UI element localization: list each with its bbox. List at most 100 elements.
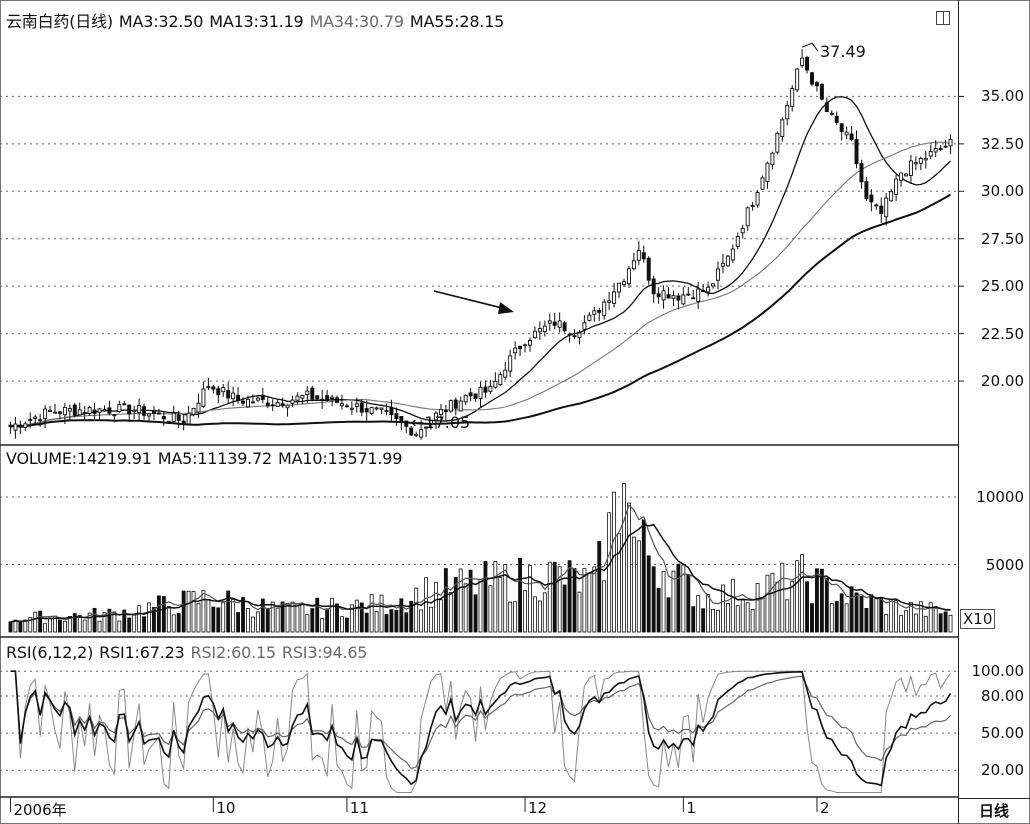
volume-bar [369, 594, 374, 633]
candle-body [186, 412, 191, 425]
candle [265, 397, 270, 409]
candle-body [770, 152, 775, 166]
candle-body [409, 427, 414, 436]
volume-bar [394, 609, 399, 633]
candle-body [82, 412, 87, 415]
candle-body [92, 409, 97, 414]
stock-name-label: 云南白药(日线) [6, 12, 113, 31]
candle-body [686, 293, 691, 296]
candle [245, 395, 250, 409]
volume-bar [795, 560, 800, 633]
volume-bar [315, 597, 320, 633]
candle [592, 307, 597, 322]
candle [908, 154, 913, 184]
volume-bar [38, 610, 43, 633]
volume-bar [236, 612, 240, 633]
candle-body [429, 420, 434, 424]
candle [147, 413, 151, 422]
period-corner-label[interactable]: 日线 [958, 798, 1030, 824]
candle [8, 421, 13, 434]
candle [641, 245, 646, 263]
volume-bar [275, 607, 280, 633]
volume-bar [676, 563, 681, 633]
candle-body [696, 288, 701, 303]
candle-body [879, 205, 884, 215]
candle-body [488, 385, 493, 392]
candle [429, 420, 434, 430]
volume-ma10-line [10, 523, 951, 623]
candle-body [201, 388, 206, 408]
volume-bar [815, 568, 819, 633]
volume-bar [231, 599, 236, 633]
candle [161, 411, 166, 426]
volume-bar [612, 491, 617, 633]
candle-body [810, 72, 814, 85]
candle-body [725, 255, 730, 267]
candle-body [389, 407, 394, 416]
volume-bar [117, 620, 122, 633]
candle-body [829, 112, 834, 115]
candle-body [899, 172, 904, 181]
candle [805, 55, 810, 74]
breakout-arrow-icon [433, 290, 511, 311]
volume-bar [626, 502, 631, 633]
candle [844, 126, 849, 139]
volume-moving-averages [10, 503, 951, 623]
candle-body [552, 321, 557, 326]
price-tick-label: 27.50 [981, 229, 1024, 248]
volume-bar [943, 611, 948, 633]
x-tick-label: 1 [686, 799, 696, 817]
volume-bar [711, 608, 715, 633]
volume-bar [770, 572, 775, 633]
candle [631, 252, 636, 271]
volume-bar [122, 609, 127, 633]
candle [918, 156, 923, 171]
candle-body [305, 390, 310, 396]
volume-bar [819, 568, 824, 633]
volume-bar [409, 600, 414, 633]
volume-bar [290, 601, 295, 633]
candle-body [676, 295, 681, 301]
candle-body [77, 409, 82, 416]
candle-body [300, 395, 305, 399]
candle-body [661, 290, 666, 301]
ma13-label: MA13:31.19 [209, 12, 304, 31]
candle-body [745, 207, 750, 227]
rsi-lines [10, 670, 952, 793]
candle [226, 382, 231, 403]
candle-body [13, 423, 18, 431]
candle-body [621, 281, 626, 286]
candle-body [102, 409, 107, 412]
volume-bar [918, 601, 923, 633]
candle-body [755, 191, 760, 206]
volume-bar [913, 613, 918, 633]
candle [166, 420, 171, 423]
candle-body [602, 301, 607, 317]
candle [765, 161, 770, 189]
candle-body [295, 395, 300, 401]
candle-body [646, 257, 651, 281]
candle [349, 401, 354, 415]
candle [315, 395, 320, 401]
volume-bar [636, 540, 641, 633]
volume-bar [354, 599, 359, 633]
candle [137, 398, 142, 421]
volume-bar [829, 603, 834, 633]
volume-bar [310, 608, 315, 633]
volume-bar [349, 604, 354, 633]
volume-bar [721, 584, 725, 633]
candle-body [913, 162, 918, 165]
candle-body [191, 407, 196, 415]
candle [493, 372, 498, 389]
candle-body [364, 408, 369, 413]
candle [508, 349, 513, 378]
candle-body [597, 309, 602, 313]
ma55-label: MA55:28.15 [409, 12, 505, 31]
candle-body [805, 56, 810, 71]
window-toggle-icon[interactable] [936, 11, 950, 25]
candle-body [864, 181, 869, 199]
candle [300, 394, 305, 405]
candle [572, 329, 577, 340]
candle-body [62, 406, 67, 416]
volume-bar [325, 608, 330, 633]
